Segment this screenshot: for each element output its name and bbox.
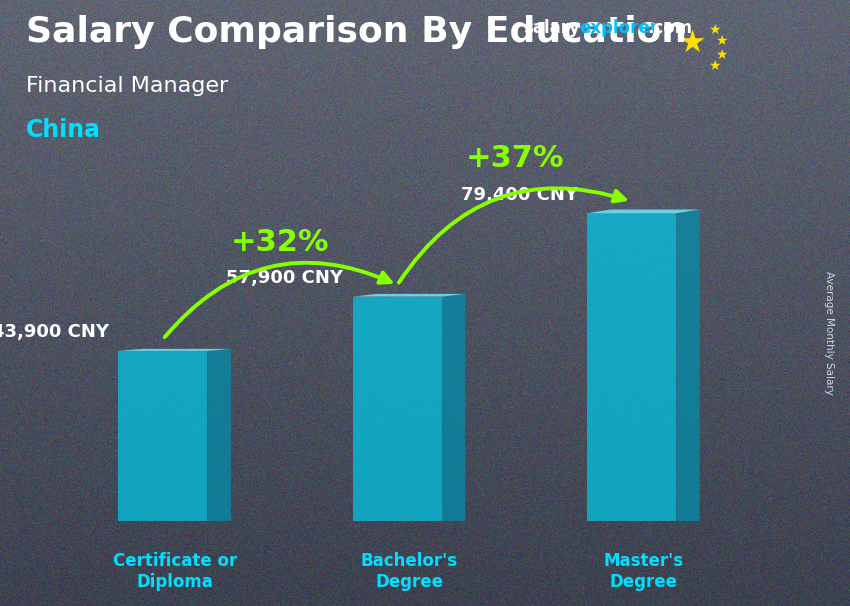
Text: China: China — [26, 118, 100, 142]
Text: Average Monthly Salary: Average Monthly Salary — [824, 271, 834, 395]
Text: ★: ★ — [715, 35, 728, 48]
Text: 43,900 CNY: 43,900 CNY — [0, 323, 109, 341]
Text: Financial Manager: Financial Manager — [26, 76, 228, 96]
Polygon shape — [587, 210, 700, 213]
Polygon shape — [118, 349, 231, 351]
Polygon shape — [587, 213, 677, 521]
Text: ★: ★ — [708, 59, 720, 73]
Text: ★: ★ — [677, 28, 705, 58]
Text: Bachelor's
Degree: Bachelor's Degree — [360, 552, 457, 591]
Polygon shape — [677, 210, 700, 521]
Text: salary: salary — [523, 19, 580, 38]
Text: .com: .com — [648, 19, 693, 38]
Polygon shape — [353, 296, 442, 521]
Text: Salary Comparison By Education: Salary Comparison By Education — [26, 15, 687, 49]
Text: 79,400 CNY: 79,400 CNY — [461, 185, 578, 204]
Polygon shape — [207, 349, 231, 521]
Polygon shape — [353, 294, 465, 296]
Text: Certificate or
Diploma: Certificate or Diploma — [112, 552, 237, 591]
Text: Master's
Degree: Master's Degree — [604, 552, 683, 591]
Text: ★: ★ — [715, 47, 728, 62]
Text: +32%: +32% — [231, 228, 329, 257]
Text: 57,900 CNY: 57,900 CNY — [226, 269, 343, 287]
Polygon shape — [442, 294, 465, 521]
Text: ★: ★ — [708, 23, 720, 37]
Text: explorer: explorer — [579, 19, 658, 38]
Polygon shape — [118, 351, 207, 521]
Text: +37%: +37% — [465, 144, 564, 173]
